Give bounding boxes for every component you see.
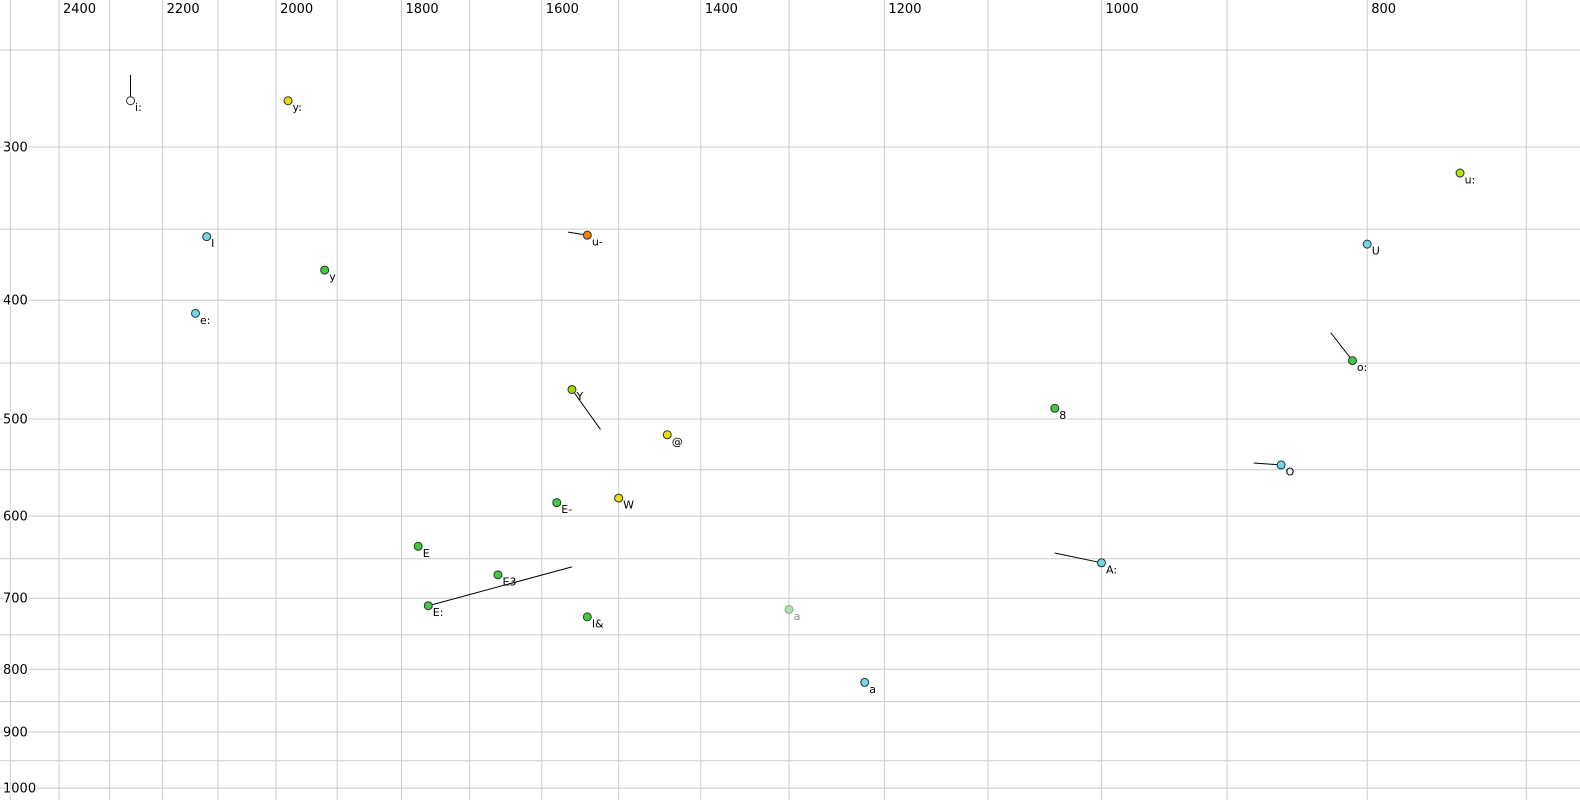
y-axis-tick-label: 1000: [3, 782, 36, 797]
data-point: [614, 493, 624, 503]
x-axis-tick-label: 1800: [406, 2, 439, 17]
y-axis-tick-label: 300: [3, 141, 28, 156]
x-axis-tick-label: 2000: [280, 2, 313, 17]
y-axis-tick-label: 700: [3, 592, 28, 607]
data-point: [1455, 168, 1465, 178]
y-axis-tick-label: 500: [3, 413, 28, 428]
data-point-label: o:: [1357, 361, 1367, 374]
x-axis-tick-label: 1400: [705, 2, 738, 17]
data-point: [1362, 239, 1372, 249]
point-tail-segment: [1253, 462, 1282, 466]
data-point-label: a: [794, 610, 801, 623]
point-layer: i: y: u: I u- Uy e: o: Y 8 @ O W E- E A: E3 E: I&a a: [126, 96, 1476, 696]
segment-layer: [130, 74, 1353, 607]
x-axis-tick-label: 1000: [1106, 2, 1139, 17]
data-point: [191, 308, 201, 318]
data-point-label: E3: [502, 575, 516, 588]
data-point: [283, 96, 293, 106]
data-point: [126, 96, 136, 106]
data-point-label: y: [329, 271, 336, 284]
data-point: [860, 677, 870, 687]
y-axis-tick-label: 800: [3, 663, 28, 678]
x-axis-tick-label: 2400: [63, 2, 96, 17]
x-axis-tick-label: 1200: [888, 2, 921, 17]
data-point-label: I: [211, 237, 214, 250]
point-tail-segment: [571, 389, 601, 430]
data-point: [784, 604, 794, 614]
data-point: [567, 384, 577, 394]
data-point-label: y:: [293, 101, 302, 114]
point-tail-segment: [1330, 332, 1353, 361]
data-point-label: E:: [433, 606, 444, 619]
data-point: [552, 498, 562, 508]
data-point-label: e:: [200, 314, 210, 327]
data-point-label: Y: [575, 390, 583, 403]
data-point: [320, 265, 330, 275]
y-axis-tick-label: 400: [3, 294, 28, 309]
y-axis-tick-label: 900: [3, 726, 28, 741]
data-point: [662, 430, 672, 440]
y-axis-tick-label: 600: [3, 510, 28, 525]
x-axis-tick-label: 800: [1371, 2, 1396, 17]
data-point: [423, 601, 433, 611]
data-point-label: W: [623, 499, 634, 512]
tick-label-layer: 2400 2200 2000 1800 1600 1400 1200 1000 800 300 40…: [2, 2, 1397, 798]
data-point-label: U: [1372, 245, 1380, 258]
point-tail-segment: [428, 566, 573, 607]
data-point-label: i:: [135, 101, 142, 114]
data-point: [413, 541, 423, 551]
data-point: [582, 230, 592, 240]
data-point: [202, 232, 212, 242]
data-point-label: I&: [592, 617, 604, 630]
data-point-label: E: [423, 547, 430, 560]
data-point: [582, 612, 592, 622]
data-point-label: @: [672, 435, 683, 448]
data-point-label: u-: [592, 236, 603, 249]
data-point: [1050, 403, 1060, 413]
data-point-label: 8: [1059, 409, 1066, 422]
data-point-label: E-: [561, 503, 572, 516]
data-point-label: a: [869, 683, 876, 696]
data-point: [1276, 460, 1286, 470]
data-point: [493, 570, 503, 580]
x-axis-tick-label: 2200: [167, 2, 200, 17]
data-point-label: O: [1286, 465, 1295, 478]
data-point-label: A:: [1106, 563, 1117, 576]
data-point: [1347, 356, 1357, 366]
data-point-label: u:: [1465, 174, 1476, 187]
x-axis-tick-label: 1600: [546, 2, 579, 17]
point-tail-segment: [1054, 552, 1102, 564]
data-point: [1097, 558, 1106, 568]
